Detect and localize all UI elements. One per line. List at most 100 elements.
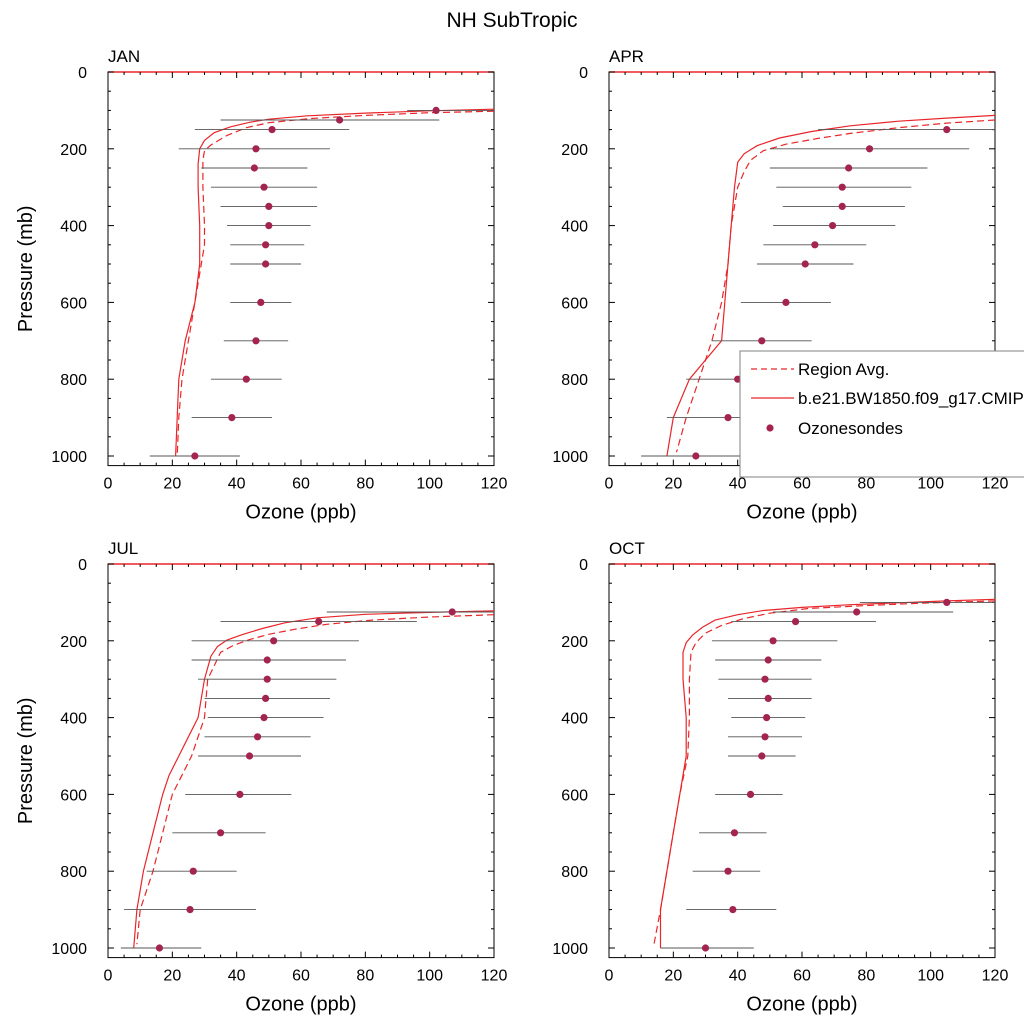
y-axis-label: Pressure (mb)	[15, 697, 37, 824]
x-tick-label: 40	[729, 968, 747, 985]
ozonesonde-point	[228, 414, 236, 422]
y-tick-label: 800	[561, 372, 588, 389]
x-tick-label: 80	[857, 476, 875, 493]
x-tick-label: 60	[793, 476, 811, 493]
legend-label-region-avg: Region Avg.	[798, 360, 889, 379]
x-axis-label: Ozone (ppb)	[746, 994, 857, 1016]
x-tick-label: 120	[481, 476, 508, 493]
plot-frame	[107, 563, 495, 959]
y-tick-label: 800	[60, 864, 87, 881]
panel-jan: 0 20 40 60 80 100 120 0 200 400 600 800 1000 JAN Ozone…	[15, 47, 507, 524]
ozonesonde-point	[838, 202, 846, 210]
plot-data	[653, 598, 995, 952]
y-axis-label: Pressure (mb)	[15, 205, 37, 332]
ozonesonde-point	[769, 637, 777, 645]
legend-label-model: b.e21.BW1850.f09_g17.CMIP6-piControl.001	[798, 389, 1024, 408]
ozonesonde-point	[782, 298, 790, 306]
y-tick-label: 400	[60, 711, 87, 728]
ozonesonde-point	[216, 829, 225, 837]
y-tick-label: 400	[561, 219, 588, 236]
ozonesonde-point	[761, 733, 769, 741]
y-tick-label: 400	[60, 219, 87, 236]
x-tick-label: 100	[917, 968, 944, 985]
x-tick-label: 120	[481, 968, 508, 985]
ozonesonde-point	[262, 241, 270, 249]
y-tick-label: 1000	[51, 449, 87, 466]
ozonesonde-point	[828, 222, 837, 230]
y-tick-label: 1000	[552, 449, 588, 466]
x-tick-label: 40	[228, 968, 246, 985]
ozonesonde-point	[448, 608, 456, 616]
y-tick-label: 600	[60, 787, 87, 804]
x-axis-label: Ozone (ppb)	[746, 502, 857, 524]
x-tick-label: 80	[356, 968, 374, 985]
model-line	[659, 598, 995, 948]
ozonesonde-point	[236, 790, 244, 799]
ozonesonde-point	[191, 452, 199, 460]
plot-data	[120, 608, 494, 952]
x-tick-label: 40	[228, 476, 246, 493]
model-line	[666, 114, 995, 457]
x-tick-label: 20	[163, 476, 181, 493]
x-tick-label: 100	[917, 476, 944, 493]
ozonesonde-point	[758, 337, 766, 345]
ozonesonde-point	[253, 733, 262, 741]
ozonesonde-point	[692, 452, 700, 460]
ozonesonde-point	[724, 867, 732, 875]
y-tick-label: 200	[60, 634, 87, 651]
ozonesonde-point	[853, 608, 861, 616]
ozonesonde-point	[432, 106, 440, 114]
x-tick-label: 0	[104, 968, 113, 985]
ozonesonde-point	[758, 752, 766, 760]
ozonesonde-point	[730, 829, 739, 837]
x-tick-label: 60	[292, 968, 310, 985]
ozonesonde-point	[811, 241, 819, 249]
y-tick-label: 800	[60, 372, 87, 389]
panel-title: JAN	[108, 47, 140, 66]
x-tick-label: 0	[605, 476, 614, 493]
y-tick-label: 0	[579, 65, 588, 82]
ozonesonde-point	[764, 694, 772, 703]
ozonesonde-point	[724, 414, 732, 422]
x-tick-label: 60	[292, 476, 310, 493]
x-tick-label: 120	[982, 476, 1009, 493]
x-tick-label: 20	[664, 476, 682, 493]
y-tick-label: 200	[561, 142, 588, 159]
x-tick-label: 60	[793, 968, 811, 985]
x-tick-label: 80	[356, 476, 374, 493]
y-tick-label: 400	[561, 711, 588, 728]
ozonesonde-point	[763, 714, 771, 722]
ozonesonde-point	[801, 260, 809, 268]
ozonesonde-point	[252, 145, 260, 153]
ozonesonde-point	[186, 906, 194, 914]
ozonesonde-point	[262, 694, 270, 703]
ozonesonde-point	[268, 126, 276, 134]
plot-data	[149, 106, 494, 460]
x-tick-label: 120	[982, 968, 1009, 985]
ozonesonde-point	[336, 116, 344, 124]
x-tick-label: 100	[416, 968, 443, 985]
ozonesonde-point	[189, 867, 197, 875]
y-tick-label: 600	[561, 787, 588, 804]
y-tick-label: 1000	[552, 941, 588, 958]
ozonesonde-point	[943, 126, 951, 134]
ozonesonde-point	[155, 944, 164, 952]
panel-title: APR	[609, 47, 644, 66]
y-tick-label: 0	[78, 557, 87, 574]
ozonesonde-point	[701, 944, 710, 952]
figure-title: NH SubTropic	[446, 9, 577, 32]
ozonesonde-point	[260, 183, 268, 191]
ozonesonde-point	[746, 790, 755, 799]
ozonesonde-point	[943, 598, 951, 607]
y-tick-label: 0	[579, 557, 588, 574]
ozonesonde-point	[761, 675, 769, 683]
x-tick-label: 0	[104, 476, 113, 493]
panel-jul: 0 20 40 60 80 100 120 0 200 400 600 800 1000 JUL Ozone…	[15, 539, 507, 1016]
y-tick-label: 200	[561, 634, 588, 651]
panel-oct: 0 20 40 60 80 100 120 0 200 400 600 800 1000 OCT Ozone…	[552, 539, 1008, 1016]
y-tick-label: 600	[60, 295, 87, 312]
legend-label-ozonesondes: Ozonesondes	[798, 419, 903, 438]
x-tick-label: 40	[729, 476, 747, 493]
legend: Region Avg. b.e21.BW1850.f09_g17.CMIP6-p…	[739, 350, 1024, 478]
